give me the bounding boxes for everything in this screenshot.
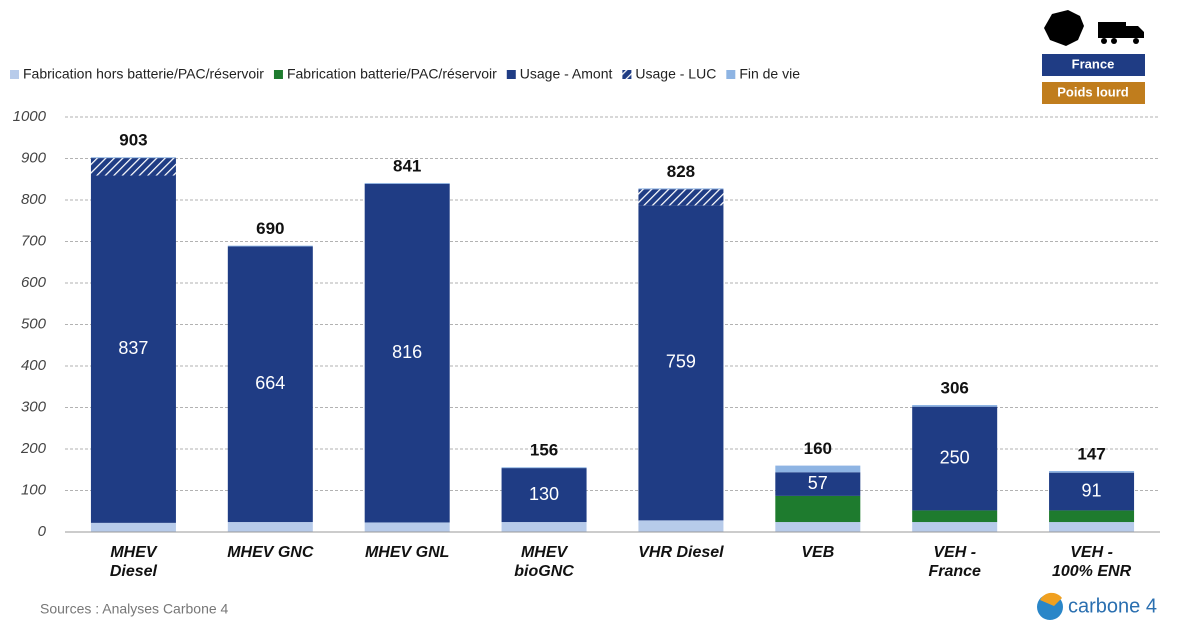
bar-segment	[90, 157, 176, 159]
x-tick-label: VEH - France	[928, 544, 981, 580]
bar-segment	[227, 522, 313, 532]
total-label: 147	[1077, 444, 1105, 463]
legend-label: Fin de vie	[739, 66, 800, 82]
legend-label: Usage - Amont	[520, 66, 613, 82]
bar-segment	[227, 246, 313, 523]
bar-segment	[501, 522, 587, 532]
bar-segment	[1049, 510, 1135, 523]
legend-swatch	[622, 70, 632, 79]
total-label: 690	[256, 219, 284, 238]
x-tick-label: MHEV bioGNC	[514, 544, 574, 580]
y-tick-label: 1000	[13, 108, 47, 125]
segment-label: 664	[255, 373, 285, 393]
segment-label: 759	[666, 352, 696, 372]
badge-icons	[1044, 10, 1144, 46]
bar-segment	[912, 522, 998, 532]
legend-swatch	[273, 70, 283, 79]
bar-segment	[912, 510, 998, 523]
bar-segment	[90, 522, 176, 532]
logo-text: carbone 4	[1068, 595, 1157, 617]
y-tick-label: 0	[38, 523, 47, 540]
bar-segment	[775, 472, 861, 496]
total-label: 828	[667, 162, 695, 181]
x-tick-label: VHR Diesel	[638, 544, 724, 561]
legend-label: Usage - LUC	[635, 66, 716, 82]
bar-segment	[501, 467, 587, 469]
badge-country: France	[1072, 56, 1115, 71]
y-tick-label: 100	[21, 481, 47, 498]
y-tick-label: 700	[21, 232, 47, 249]
total-label: 306	[941, 378, 969, 397]
segment-label: 816	[392, 342, 422, 362]
bar-segment	[775, 522, 861, 532]
y-tick-label: 800	[21, 191, 47, 208]
bar-segment	[638, 205, 724, 521]
legend-label: Fabrication hors batterie/PAC/réservoir	[23, 66, 264, 82]
x-tick-label: MHEV GNL	[364, 544, 450, 561]
y-tick-label: 200	[20, 440, 47, 457]
total-label: 841	[393, 156, 421, 175]
x-tick-label: VEH - 100% ENR	[1051, 544, 1132, 580]
legend-swatch	[726, 70, 736, 79]
y-tick-label: 300	[21, 398, 47, 415]
total-label: 160	[804, 439, 832, 458]
x-tick-label: MHEV GNC	[227, 544, 314, 561]
segment-label: 130	[529, 484, 559, 504]
segment-label: 91	[1082, 480, 1102, 500]
legend-swatch	[10, 70, 19, 79]
total-label: 903	[119, 131, 147, 150]
x-tick-label: MHEV Diesel	[109, 544, 157, 580]
bar-segment	[90, 158, 176, 176]
bar-segment	[1049, 470, 1135, 473]
badge-vehicle: Poids lourd	[1057, 84, 1129, 99]
bar-segment	[90, 175, 176, 523]
segment-label: 837	[118, 338, 148, 358]
bar-segment	[501, 468, 587, 523]
bar-segment	[364, 522, 450, 532]
bar-segment	[1049, 472, 1135, 511]
source: Sources : Analyses Carbone 4	[40, 601, 229, 617]
total-label: 156	[530, 441, 558, 460]
badge-vehicle-box	[1042, 82, 1145, 104]
segment-label: 250	[940, 447, 970, 467]
bar-segment	[364, 182, 450, 184]
bar-segment	[638, 189, 724, 206]
segment-label: 57	[808, 473, 828, 493]
legend-swatch	[506, 70, 516, 79]
bar-segment	[912, 406, 998, 511]
badge-country-box	[1042, 54, 1145, 76]
bar-segment	[775, 495, 861, 523]
bar-segment	[638, 520, 724, 532]
y-tick-label: 600	[21, 274, 47, 291]
bar-segment	[775, 465, 861, 473]
bar-segment	[1049, 522, 1135, 532]
y-tick-label: 900	[21, 149, 47, 166]
bar-segment	[912, 405, 998, 407]
bar-segment	[227, 245, 313, 247]
x-tick-label: VEB	[801, 544, 835, 561]
legend-label: Fabrication batterie/PAC/réservoir	[287, 66, 497, 82]
y-tick-label: 500	[21, 315, 47, 332]
logo-icon	[1037, 592, 1063, 620]
bar-segment	[364, 183, 450, 523]
bar-segment	[638, 188, 724, 190]
y-tick-label: 400	[21, 357, 47, 374]
